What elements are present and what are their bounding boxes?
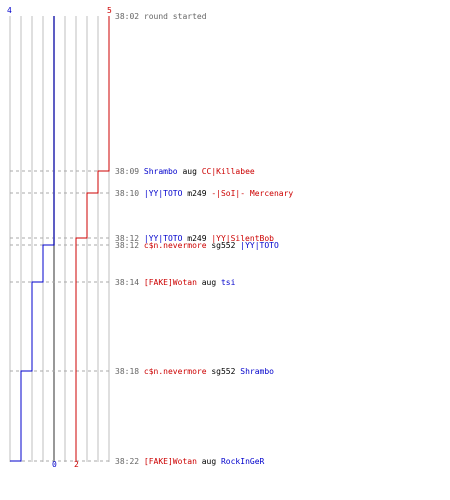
event-row: 38:14 [FAKE]Wotan aug tsi <box>115 278 236 287</box>
event-time: 38:18 <box>115 367 144 376</box>
event-time: 38:22 <box>115 457 144 466</box>
score-lines <box>10 16 110 462</box>
event-time: 38:12 <box>115 241 144 250</box>
event-player-name: c$n.nevermore <box>144 367 207 376</box>
event-log: 38:02 round started 38:09 Shrambo aug CC|… <box>115 12 293 466</box>
event-weapon: sg552 <box>207 241 241 250</box>
event-row: 38:22 [FAKE]Wotan aug RockInGeR <box>115 457 265 466</box>
red-score-line <box>75 16 110 461</box>
event-time: 38:14 <box>115 278 144 287</box>
event-player-name: |YY|TOTO <box>144 234 183 243</box>
red-start-score: 5 <box>107 6 112 15</box>
event-player-name: c$n.nevermore <box>144 241 207 250</box>
event-guides <box>10 170 112 462</box>
event-player-name: |YY|TOTO <box>240 241 279 250</box>
event-row: 38:18 c$n.nevermore sg552 Shrambo <box>115 367 274 376</box>
event-row: 38:12 c$n.nevermore sg552 |YY|TOTO <box>115 241 279 250</box>
blue-start-score: 4 <box>7 6 12 15</box>
event-row: 38:02 round started <box>115 12 207 21</box>
event-time: 38:09 <box>115 167 144 176</box>
event-player-name: |YY|SilentBob <box>211 234 274 243</box>
event-row: 38:10 |YY|TOTO m249 -|SoI|- Mercenary <box>115 189 293 198</box>
red-end-score: 2 <box>74 460 79 469</box>
event-player-name: tsi <box>221 278 236 287</box>
event-weapon: aug <box>178 167 202 176</box>
event-weapon: aug <box>197 457 221 466</box>
event-time: 38:12 <box>115 234 144 243</box>
event-player-name: CC|Killabee <box>202 167 255 176</box>
score-labels: 4 5 0 2 <box>7 6 112 469</box>
event-player-name: Shrambo <box>144 167 178 176</box>
event-time: 38:10 <box>115 189 144 198</box>
event-weapon: sg552 <box>207 367 241 376</box>
event-row: 38:09 Shrambo aug CC|Killabee <box>115 167 255 176</box>
gridlines <box>9 16 110 462</box>
event-weapon: m249 <box>182 234 211 243</box>
event-player-name: |YY|TOTO <box>144 189 183 198</box>
event-message: round started <box>144 12 207 21</box>
event-row: 38:12 |YY|TOTO m249 |YY|SilentBob <box>115 234 274 243</box>
event-player-name: RockInGeR <box>221 457 265 466</box>
event-weapon: m249 <box>182 189 211 198</box>
blue-score-line <box>10 16 55 462</box>
blue-end-score: 0 <box>52 460 57 469</box>
event-player-name: -|SoI|- Mercenary <box>211 189 293 198</box>
event-time: 38:02 <box>115 12 144 21</box>
event-player-name: [FAKE]Wotan <box>144 457 197 466</box>
event-weapon: aug <box>197 278 221 287</box>
event-player-name: Shrambo <box>240 367 274 376</box>
event-player-name: [FAKE]Wotan <box>144 278 197 287</box>
